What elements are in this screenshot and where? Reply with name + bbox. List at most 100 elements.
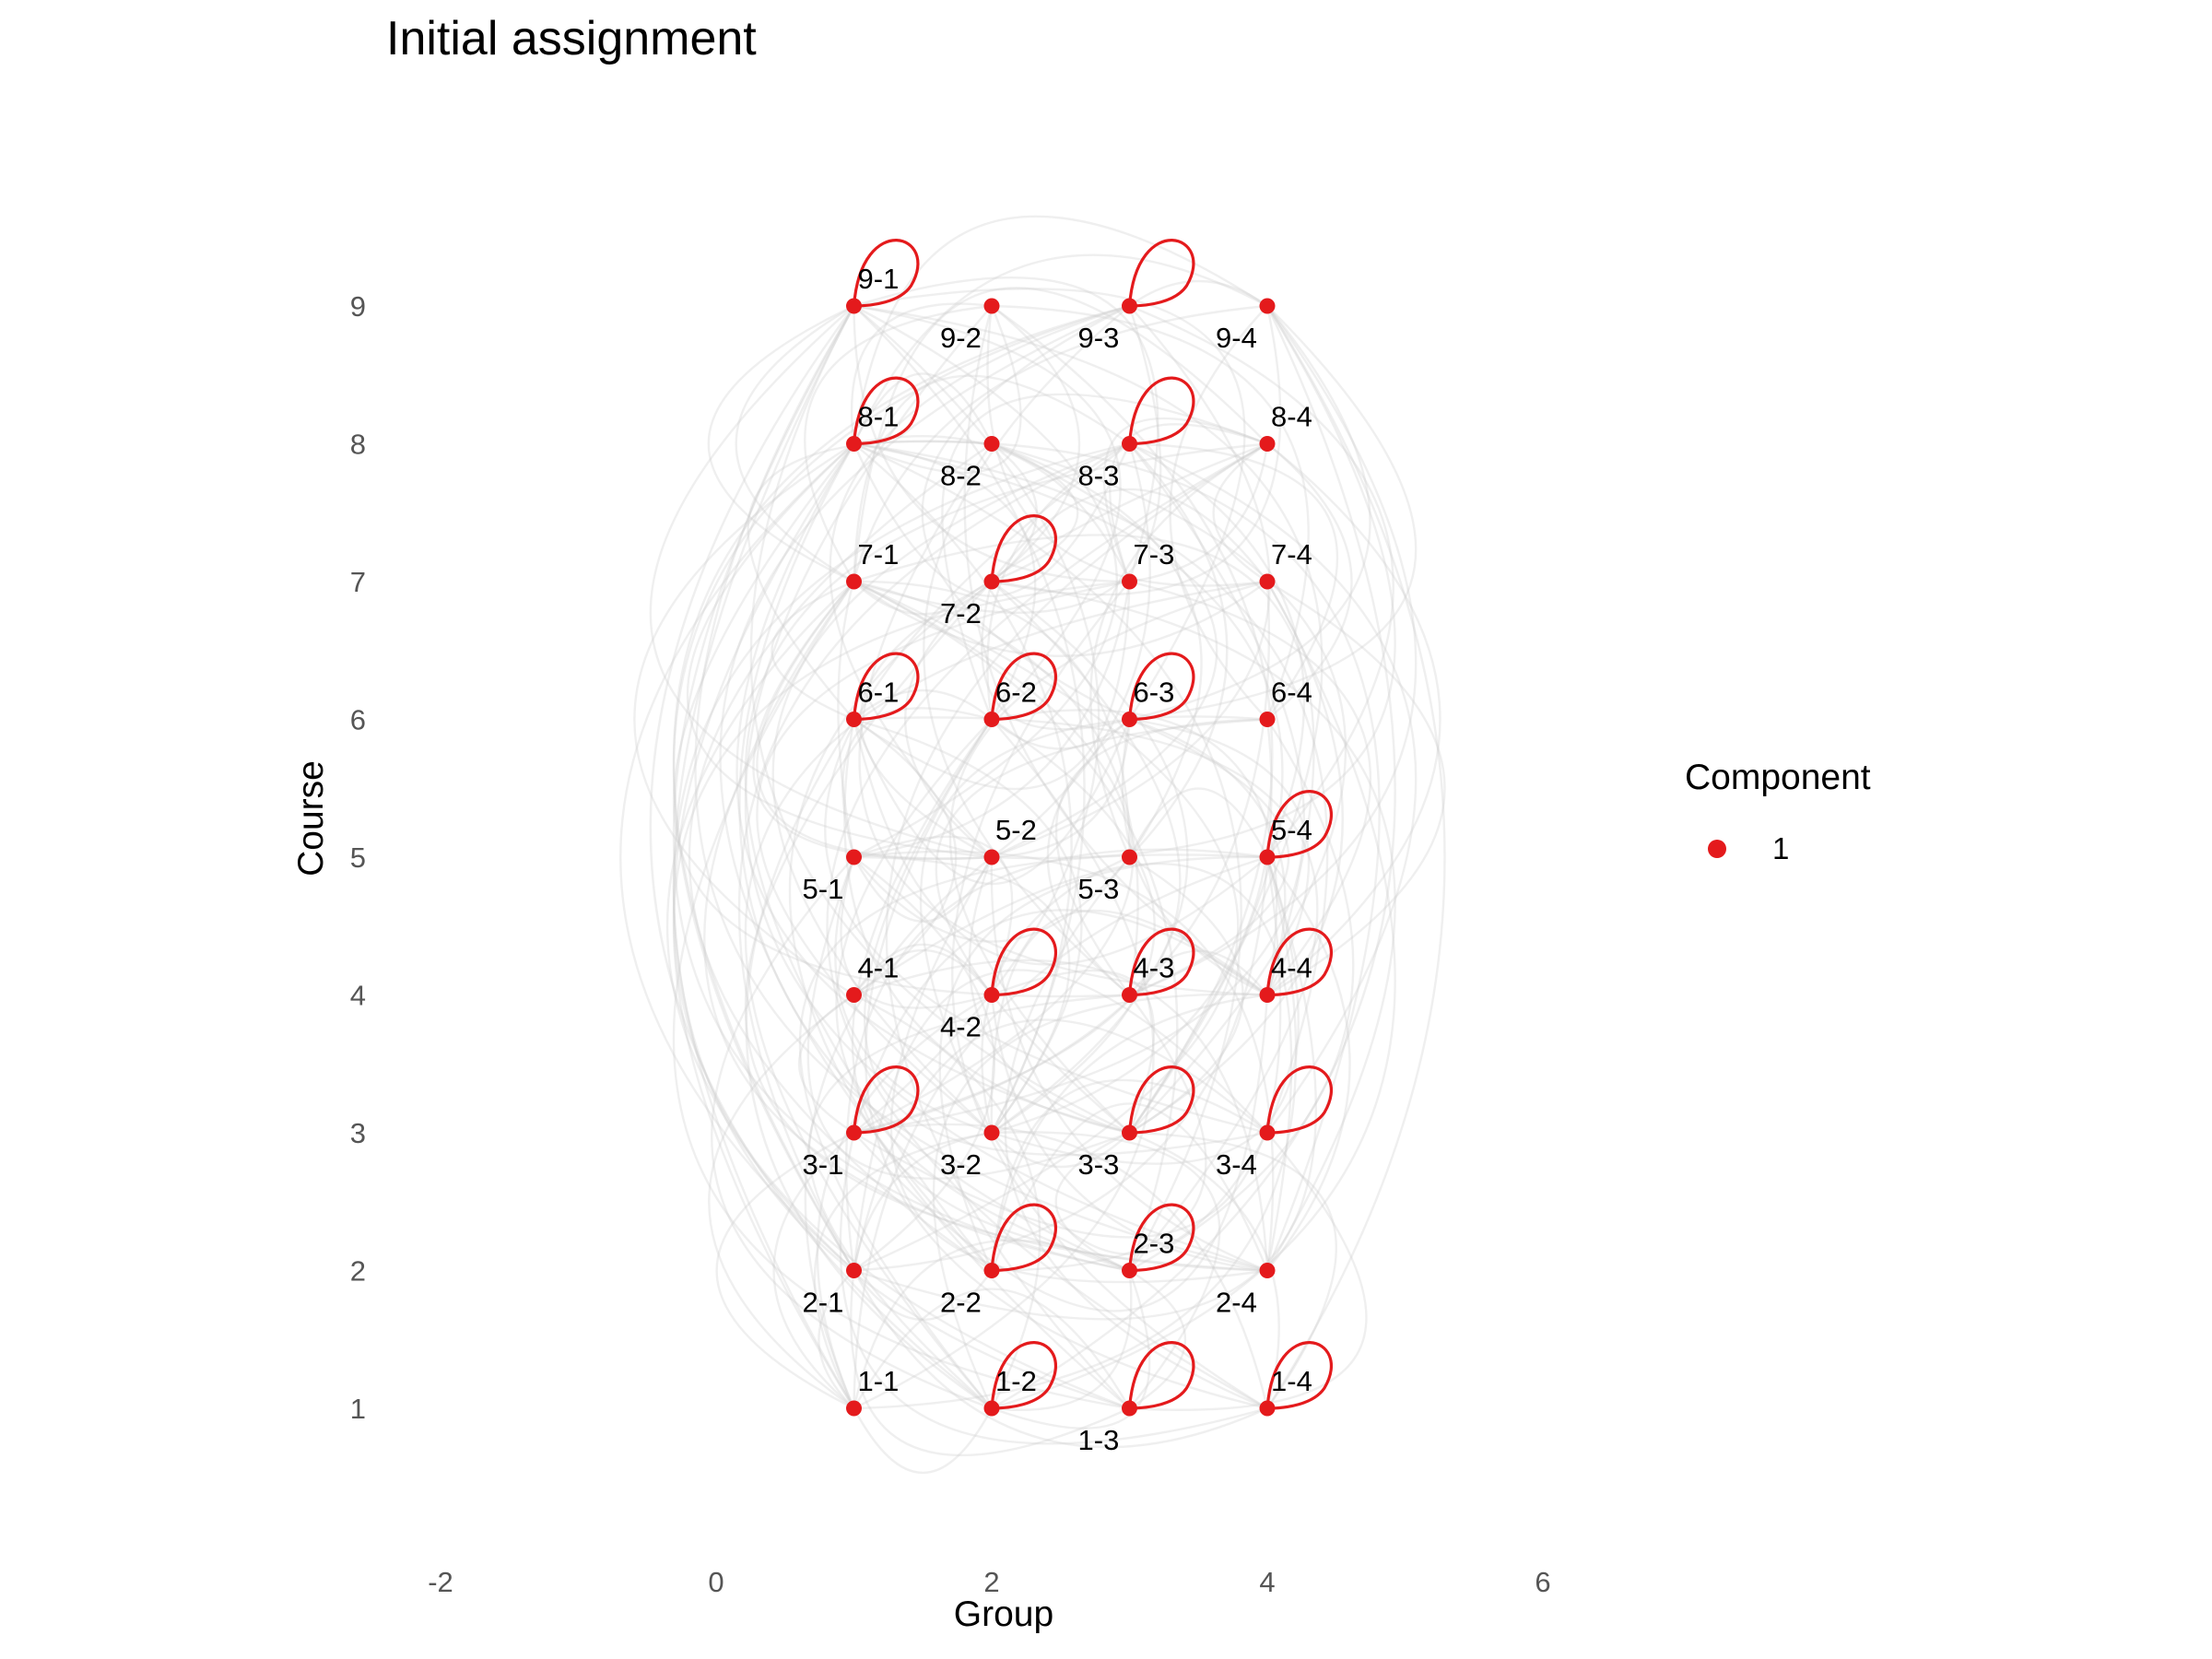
self-loop	[1127, 1203, 1195, 1273]
legend-key-dot	[1708, 840, 1726, 858]
edge	[853, 442, 1306, 1135]
edge	[686, 442, 993, 859]
edge	[850, 1270, 1130, 1457]
edge	[1128, 855, 1244, 1135]
edge	[853, 856, 996, 1272]
edge	[633, 442, 855, 996]
edge	[904, 581, 993, 858]
node-point	[846, 712, 862, 727]
node-point	[1259, 712, 1276, 727]
node-label: 2-4	[1216, 1287, 1257, 1319]
edge	[1169, 305, 1268, 721]
node-label: 2-1	[803, 1287, 844, 1319]
chart-title: Initial assignment	[386, 12, 757, 65]
edge	[841, 707, 993, 858]
edge	[941, 393, 1268, 720]
edge	[853, 856, 1298, 1410]
node-label: 9-3	[1078, 322, 1120, 354]
edge	[804, 856, 993, 1409]
edge	[824, 442, 1268, 1135]
edge	[853, 688, 993, 721]
edge	[798, 853, 1268, 1409]
edge	[1128, 279, 1268, 307]
node-label: 5-2	[995, 814, 1037, 846]
legend-entry-label: 1	[1772, 831, 1790, 865]
node-point	[1259, 436, 1276, 452]
edge	[853, 442, 1073, 1134]
edge	[843, 719, 1130, 1135]
node-label: 3-2	[940, 1148, 982, 1181]
edge	[649, 305, 993, 1409]
node-point	[1122, 712, 1137, 727]
edge	[738, 442, 1130, 1272]
edge	[853, 581, 1131, 791]
edge	[688, 442, 993, 1272]
edge	[1121, 719, 1268, 996]
edge	[771, 442, 1130, 1134]
edge	[951, 581, 1268, 1410]
edge	[853, 1018, 1268, 1271]
edge	[807, 994, 1130, 1409]
edge	[991, 718, 1131, 750]
y-tick-label: 6	[350, 704, 366, 736]
self-loop	[1265, 1341, 1333, 1410]
edge	[1265, 305, 1446, 1409]
edge	[1266, 442, 1441, 996]
edge	[1128, 787, 1269, 858]
node-label: 5-3	[1078, 873, 1120, 905]
edge	[756, 580, 1130, 1134]
edge	[853, 718, 1155, 1410]
edge	[853, 276, 1159, 582]
edge	[991, 442, 1079, 583]
y-tick-label: 8	[350, 429, 366, 461]
edge	[853, 374, 1131, 582]
node-label: 4-3	[1134, 952, 1175, 984]
edge	[858, 442, 1268, 996]
x-axis-ticks: -2 0 2 4 6	[428, 1566, 1550, 1598]
edge	[672, 580, 1130, 1409]
edge	[853, 855, 1268, 1409]
x-tick-label: 4	[1259, 1566, 1275, 1598]
edge	[981, 855, 1130, 1134]
edge	[990, 994, 1268, 1272]
edge	[835, 718, 1130, 1272]
edge	[853, 435, 1131, 582]
edge	[797, 994, 855, 1135]
edge	[747, 440, 993, 721]
edge	[853, 305, 1086, 1134]
edge	[853, 442, 1284, 1134]
node-label: 1-3	[1078, 1424, 1120, 1456]
edge	[990, 1102, 1269, 1271]
edge	[1129, 305, 1418, 996]
edge	[853, 1288, 1131, 1409]
self-loop	[990, 652, 1057, 722]
edge	[806, 856, 1130, 1180]
node-label: 8-2	[940, 460, 982, 492]
edge	[853, 304, 1118, 859]
edge	[1129, 442, 1418, 1134]
node-point	[1122, 1124, 1137, 1141]
edge	[853, 580, 1139, 995]
edge	[853, 534, 1315, 995]
node-point	[983, 573, 1000, 590]
node-label: 8-4	[1271, 401, 1312, 433]
edge	[853, 718, 958, 996]
edge	[853, 716, 1319, 1272]
edge	[850, 302, 993, 444]
node-labels-layer: 1-1 1-2 1-3 1-4 2-1 2-2 2-3 2-4 3-1 3-2 3-3 3-4 4-1 4…	[803, 263, 1312, 1456]
edge	[853, 372, 994, 445]
node-point	[846, 1124, 862, 1141]
edge	[991, 304, 1310, 720]
self-loop	[852, 239, 920, 308]
edge	[853, 304, 1324, 1134]
node-point	[983, 987, 1000, 1003]
edge	[1266, 856, 1351, 1272]
self-loop	[1127, 652, 1195, 722]
edge	[853, 581, 993, 616]
edge	[839, 1132, 1268, 1445]
edge	[1129, 1132, 1368, 1411]
self-loop	[852, 652, 920, 722]
edge	[853, 1269, 993, 1321]
edge	[1004, 856, 1268, 1410]
edge	[853, 581, 1271, 1135]
